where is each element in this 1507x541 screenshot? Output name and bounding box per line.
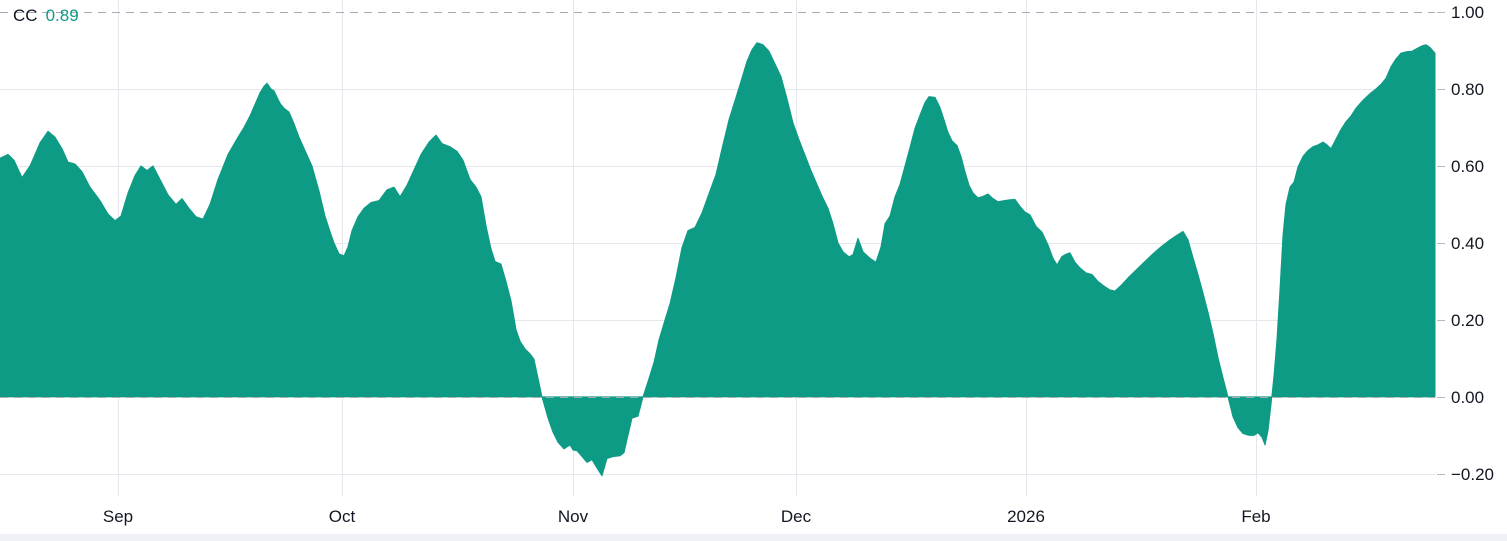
bottom-edge-strip bbox=[0, 534, 1507, 541]
y-axis-label[interactable]: 0.80 bbox=[1451, 80, 1484, 99]
y-axis-label[interactable]: −0.20 bbox=[1451, 465, 1494, 484]
x-axis-label[interactable]: Nov bbox=[558, 507, 589, 526]
indicator-value-label: 0.89 bbox=[45, 6, 79, 25]
x-axis-label[interactable]: Dec bbox=[781, 507, 812, 526]
y-axis-label[interactable]: 0.60 bbox=[1451, 157, 1484, 176]
x-axis-label[interactable]: Sep bbox=[103, 507, 133, 526]
y-axis-label[interactable]: 0.00 bbox=[1451, 388, 1484, 407]
x-axis-label[interactable]: 2026 bbox=[1007, 507, 1045, 526]
indicator-name-label: CC bbox=[13, 6, 38, 25]
indicator-legend[interactable]: CC 0.89 bbox=[13, 6, 79, 26]
x-axis-label[interactable]: Oct bbox=[329, 507, 356, 526]
y-axis-label[interactable]: 0.20 bbox=[1451, 311, 1484, 330]
cc-area-series[interactable] bbox=[0, 42, 1436, 477]
y-axis-label[interactable]: 0.40 bbox=[1451, 234, 1484, 253]
y-axis-label[interactable]: 1.00 bbox=[1451, 3, 1484, 22]
x-axis-label[interactable]: Feb bbox=[1241, 507, 1270, 526]
